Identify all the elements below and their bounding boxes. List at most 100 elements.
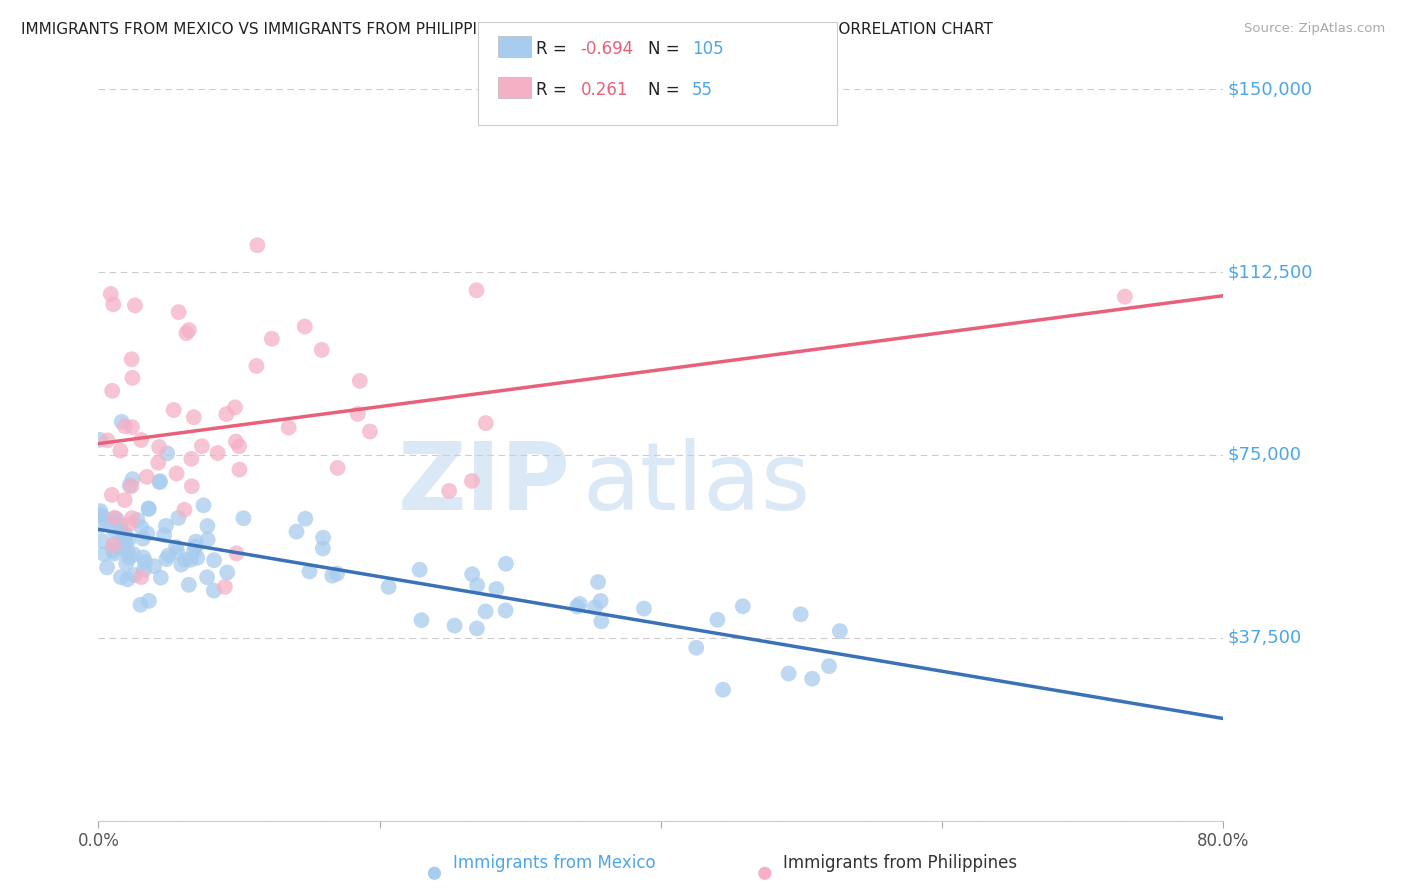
Point bbox=[114, 529, 136, 543]
Point bbox=[778, 666, 800, 681]
Point bbox=[89, 504, 111, 518]
Point bbox=[311, 343, 333, 357]
Point bbox=[214, 580, 236, 594]
Point bbox=[423, 866, 446, 880]
Point bbox=[202, 553, 225, 567]
Point bbox=[465, 283, 488, 297]
Point bbox=[731, 599, 754, 614]
Point bbox=[411, 613, 433, 627]
Point bbox=[298, 565, 321, 579]
Point bbox=[277, 420, 299, 434]
Point bbox=[321, 568, 343, 582]
Point bbox=[232, 511, 254, 525]
Point bbox=[132, 563, 155, 577]
Point bbox=[633, 601, 655, 615]
Point bbox=[89, 518, 111, 533]
Text: N =: N = bbox=[648, 40, 685, 58]
Point bbox=[149, 474, 172, 488]
Point bbox=[174, 553, 197, 567]
Point bbox=[359, 425, 381, 439]
Point bbox=[101, 384, 124, 398]
Point bbox=[183, 544, 205, 558]
Point bbox=[485, 582, 508, 596]
Point bbox=[586, 574, 609, 589]
Point bbox=[186, 550, 208, 565]
Point bbox=[1114, 290, 1136, 304]
Point bbox=[132, 550, 155, 565]
Point bbox=[103, 538, 125, 552]
Point bbox=[191, 439, 214, 453]
Point bbox=[129, 433, 152, 447]
Point bbox=[103, 297, 125, 311]
Point bbox=[285, 524, 308, 539]
Point bbox=[202, 583, 225, 598]
Point bbox=[103, 537, 125, 551]
Point bbox=[117, 545, 139, 559]
Point bbox=[153, 528, 176, 542]
Point bbox=[114, 419, 136, 434]
Point bbox=[103, 512, 125, 526]
Point bbox=[789, 607, 811, 622]
Point bbox=[465, 578, 488, 592]
Point bbox=[143, 559, 166, 574]
Point bbox=[711, 682, 734, 697]
Point bbox=[93, 547, 115, 561]
Point bbox=[89, 508, 111, 523]
Text: R =: R = bbox=[536, 40, 572, 58]
Point bbox=[121, 352, 143, 367]
Point bbox=[495, 557, 517, 571]
Point bbox=[157, 549, 180, 563]
Point bbox=[179, 553, 201, 567]
Point bbox=[167, 305, 190, 319]
Point bbox=[312, 541, 335, 556]
Point bbox=[138, 594, 160, 608]
Point bbox=[132, 532, 155, 546]
Text: $37,500: $37,500 bbox=[1227, 629, 1302, 647]
Point bbox=[461, 567, 484, 582]
Point bbox=[166, 545, 188, 559]
Point bbox=[193, 499, 215, 513]
Point bbox=[184, 540, 207, 554]
Point bbox=[127, 513, 149, 527]
Point bbox=[195, 570, 218, 584]
Point bbox=[495, 603, 517, 617]
Point bbox=[110, 540, 132, 554]
Point bbox=[818, 659, 841, 673]
Point bbox=[117, 533, 139, 548]
Point bbox=[91, 534, 114, 549]
Point bbox=[90, 508, 112, 523]
Point bbox=[183, 410, 205, 425]
Point bbox=[101, 488, 124, 502]
Point bbox=[155, 552, 177, 566]
Point bbox=[177, 323, 200, 337]
Point bbox=[228, 462, 250, 476]
Point bbox=[180, 451, 202, 466]
Point bbox=[260, 332, 283, 346]
Point bbox=[465, 621, 488, 635]
Point bbox=[129, 570, 152, 584]
Text: $150,000: $150,000 bbox=[1227, 80, 1313, 98]
Point bbox=[124, 568, 146, 582]
Point bbox=[591, 615, 613, 629]
Point bbox=[184, 534, 207, 549]
Text: 0.261: 0.261 bbox=[581, 81, 628, 99]
Text: IMMIGRANTS FROM MEXICO VS IMMIGRANTS FROM PHILIPPINES HOUSEHOLDER INCOME OVER 65: IMMIGRANTS FROM MEXICO VS IMMIGRANTS FRO… bbox=[21, 22, 993, 37]
Point bbox=[96, 560, 118, 574]
Point bbox=[101, 544, 124, 558]
Point bbox=[349, 374, 371, 388]
Point bbox=[474, 416, 496, 430]
Point bbox=[197, 533, 219, 547]
Point bbox=[100, 287, 122, 301]
Point bbox=[110, 523, 132, 537]
Point bbox=[589, 594, 612, 608]
Point bbox=[156, 446, 179, 460]
Point bbox=[326, 461, 349, 475]
Text: Source: ZipAtlas.com: Source: ZipAtlas.com bbox=[1244, 22, 1385, 36]
Point bbox=[165, 540, 187, 554]
Point bbox=[115, 557, 138, 571]
Point bbox=[129, 598, 152, 612]
Point bbox=[685, 640, 707, 655]
Point bbox=[828, 624, 851, 638]
Point bbox=[166, 467, 188, 481]
Point bbox=[105, 513, 128, 527]
